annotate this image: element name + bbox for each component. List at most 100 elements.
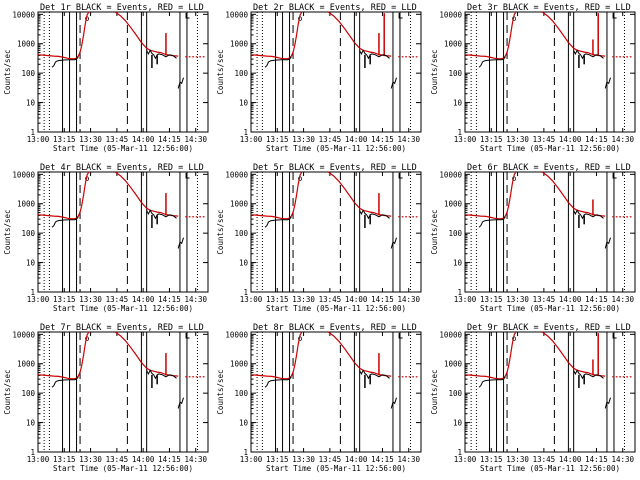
series-events-line: [573, 49, 604, 60]
event-marker: o: [512, 174, 517, 183]
plot-title: Det 9r BLACK = Events, RED = LLD: [467, 323, 631, 333]
series-events-line: [573, 369, 604, 380]
plot-title: Det 6r BLACK = Events, RED = LLD: [467, 163, 631, 173]
series-lld-line: [464, 171, 517, 220]
series-events-line: [604, 237, 611, 249]
x-axis-label: Start Time (05-Mar-11 12:56:00): [266, 464, 406, 473]
x-tick-label: 14:15: [371, 295, 394, 304]
series-events-line: [359, 369, 390, 380]
plot-frame: [464, 331, 636, 453]
x-tick-label: 13:15: [53, 135, 76, 144]
x-tick-label: 13:15: [480, 455, 503, 464]
y-axis-label: Counts/sec: [430, 49, 439, 94]
event-marker: o: [512, 14, 517, 23]
y-tick-label: 10: [239, 259, 249, 268]
x-tick-label: 13:15: [53, 455, 76, 464]
y-tick-label: 1000: [17, 360, 36, 369]
plot-title: Det 1r BLACK = Events, RED = LLD: [40, 3, 204, 13]
y-tick-label: 1: [30, 288, 35, 297]
series-events-line: [146, 369, 177, 380]
y-tick-label: 10000: [225, 330, 248, 339]
x-tick-label: 14:00: [132, 295, 155, 304]
y-axis-label: Counts/sec: [216, 209, 225, 254]
y-tick-label: 10: [453, 99, 463, 108]
y-tick-label: 10000: [225, 170, 248, 179]
y-axis-label: Counts/sec: [430, 209, 439, 254]
x-tick-label: 14:30: [611, 455, 634, 464]
y-axis-label: Counts/sec: [3, 49, 12, 94]
series-lld-line: [250, 11, 303, 60]
x-tick-label: 13:30: [79, 135, 102, 144]
event-marker: o: [85, 174, 90, 183]
series-lld-line: [250, 171, 303, 220]
y-tick-label: 10: [453, 419, 463, 428]
x-tick-label: 14:00: [559, 455, 582, 464]
x-tick-label: 13:15: [53, 295, 76, 304]
x-tick-label: 14:00: [559, 135, 582, 144]
series-events-line: [51, 56, 79, 68]
y-tick-label: 100: [448, 389, 462, 398]
x-axis-label: Start Time (05-Mar-11 12:56:00): [480, 304, 620, 313]
corner-marker: [185, 173, 190, 179]
series-events-line: [478, 376, 506, 388]
x-tick-label: 13:30: [506, 295, 529, 304]
corner-marker: [398, 13, 403, 19]
x-axis-label: Start Time (05-Mar-11 12:56:00): [480, 464, 620, 473]
event-marker: o: [85, 334, 90, 343]
series-events-line: [177, 397, 184, 409]
series-events-line: [390, 397, 397, 409]
x-tick-label: 14:15: [158, 135, 181, 144]
series-events-line: [604, 397, 611, 409]
y-tick-label: 1: [243, 128, 248, 137]
plot-title: Det 2r BLACK = Events, RED = LLD: [253, 3, 417, 13]
y-tick-label: 1000: [444, 200, 463, 209]
x-tick-label: 13:00: [240, 295, 263, 304]
series-events-line: [573, 209, 604, 220]
plot-title: Det 8r BLACK = Events, RED = LLD: [253, 323, 417, 333]
x-axis-label: Start Time (05-Mar-11 12:56:00): [266, 144, 406, 153]
series-lld-line: [464, 331, 517, 380]
y-axis-label: Counts/sec: [430, 369, 439, 414]
y-tick-label: 10: [239, 99, 249, 108]
y-tick-label: 1000: [444, 40, 463, 49]
series-lld-line: [37, 331, 90, 380]
y-tick-label: 10000: [12, 10, 35, 19]
y-tick-label: 1: [457, 288, 462, 297]
x-axis-label: Start Time (05-Mar-11 12:56:00): [480, 144, 620, 153]
x-tick-label: 13:30: [79, 455, 102, 464]
plot-panel-6: Det 6r BLACK = Events, RED = LLD 13:00 13:…: [430, 163, 636, 313]
series-events-line: [264, 56, 292, 68]
corner-marker: [185, 333, 190, 339]
x-tick-label: 14:00: [132, 455, 155, 464]
plot-frame: [464, 171, 636, 293]
series-events-line: [478, 56, 506, 68]
corner-marker: [612, 173, 617, 179]
y-tick-label: 100: [21, 389, 35, 398]
x-tick-label: 13:00: [454, 455, 477, 464]
x-tick-label: 13:45: [319, 455, 342, 464]
series-events-line: [177, 77, 184, 89]
x-tick-label: 13:45: [319, 135, 342, 144]
series-events-line: [390, 237, 397, 249]
y-tick-label: 1000: [230, 200, 249, 209]
x-axis-label: Start Time (05-Mar-11 12:56:00): [53, 464, 193, 473]
y-tick-label: 1: [457, 128, 462, 137]
x-tick-label: 13:45: [533, 455, 556, 464]
series-events-line: [51, 376, 79, 388]
y-tick-label: 10000: [439, 170, 462, 179]
x-tick-label: 13:00: [454, 295, 477, 304]
event-marker: o: [298, 334, 303, 343]
x-tick-label: 14:15: [371, 135, 394, 144]
y-tick-label: 100: [234, 389, 248, 398]
series-events-line: [359, 209, 390, 220]
x-tick-label: 14:30: [397, 135, 420, 144]
x-tick-label: 14:30: [611, 135, 634, 144]
corner-marker: [398, 173, 403, 179]
y-tick-label: 1: [30, 128, 35, 137]
plot-frame: [250, 171, 422, 293]
x-axis-label: Start Time (05-Mar-11 12:56:00): [53, 144, 193, 153]
plot-frame: [250, 11, 422, 133]
x-tick-label: 14:00: [132, 135, 155, 144]
